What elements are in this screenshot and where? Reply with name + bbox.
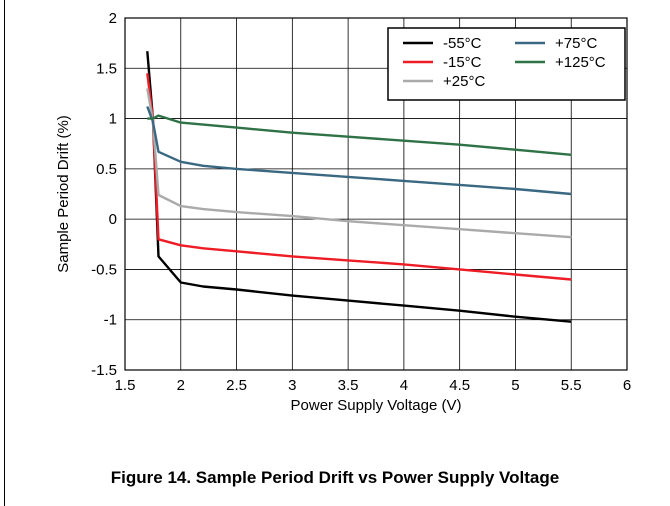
x-tick-label: 5.5 <box>561 377 582 394</box>
x-tick-label: 4.5 <box>449 377 470 394</box>
x-tick-label: 4 <box>400 377 408 394</box>
y-tick-label: 1 <box>109 111 117 128</box>
x-tick-label: 6 <box>623 377 631 394</box>
legend-label: +125°C <box>555 54 606 71</box>
series-line-+25C <box>146 88 572 239</box>
y-tick-label: 2 <box>109 10 117 27</box>
legend-label: +25°C <box>443 73 485 90</box>
figure-caption: Figure 14. Sample Period Drift vs Power … <box>110 468 560 487</box>
y-axis-label: Sample Period Drift (%) <box>55 115 72 273</box>
legend-box <box>387 27 626 101</box>
page-frame-line <box>4 0 5 506</box>
y-tick-label: 0 <box>109 211 117 228</box>
x-tick-label: 2 <box>177 377 185 394</box>
x-tick-label: 2.5 <box>226 377 247 394</box>
x-tick-label: 3.5 <box>338 377 359 394</box>
y-tick-label: 0.5 <box>96 161 117 178</box>
y-tick-label: 1.5 <box>96 60 117 77</box>
x-tick-label: 5 <box>511 377 519 394</box>
y-tick-label: -1 <box>104 312 117 329</box>
x-tick-label: 1.5 <box>115 377 136 394</box>
y-tick-label: -0.5 <box>91 261 117 278</box>
legend-label: +75°C <box>555 35 597 52</box>
tick-labels: 1.5 2 2.5 3 3.5 4 4.5 5 5.5 6 -1.5 -1 -0.5 0 0.5 1 1.5 2 <box>91 10 631 394</box>
legend: -55°C +75°C -15°C +125°C +25°C <box>387 27 626 101</box>
x-tick-label: 3 <box>288 377 296 394</box>
chart: 1.5 2 2.5 3 3.5 4 4.5 5 5.5 6-1.5-1-0.500.511.52 … <box>55 10 631 414</box>
series-line-+75C <box>146 106 572 196</box>
series-line--15C <box>146 73 572 281</box>
legend-label: -55°C <box>443 35 482 52</box>
x-axis-label: Power Supply Voltage (V) <box>291 397 462 414</box>
series-line-+125C <box>147 114 572 156</box>
legend-label: -15°C <box>443 54 482 71</box>
y-tick-label: -1.5 <box>91 362 117 379</box>
series-layer <box>146 51 572 323</box>
plot-frame <box>124 17 628 371</box>
